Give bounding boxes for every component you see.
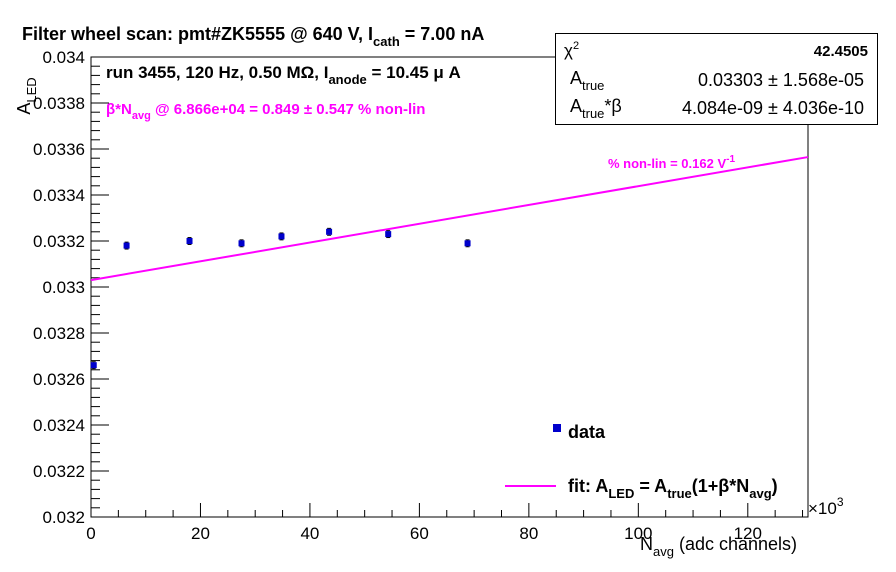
- data-marker: [123, 242, 130, 249]
- y-tick-label: 0.0334: [33, 186, 85, 205]
- data-marker: [238, 240, 245, 247]
- x-tick-label: 80: [519, 524, 538, 543]
- x-axis-exponent: ×103: [808, 495, 844, 518]
- plot-frame: [90, 56, 809, 518]
- x-tick-label: 100: [624, 524, 652, 543]
- stat-a-true-value: 0.03303 ± 1.568e-05: [698, 70, 864, 90]
- data-series: [90, 227, 471, 370]
- run-info: run 3455, 120 Hz, 0.50 MΩ, Ianode = 10.4…: [106, 63, 461, 87]
- chart-title: Filter wheel scan: pmt#ZK5555 @ 640 V, I…: [22, 24, 484, 49]
- data-point: [464, 239, 471, 248]
- y-tick-label: 0.0338: [33, 94, 85, 113]
- fit-curve: [90, 156, 809, 282]
- stat-a-true-beta-value: 4.084e-09 ± 4.036e-10: [682, 98, 864, 118]
- data-point: [90, 361, 97, 370]
- data-point: [278, 232, 285, 241]
- slope-label: % non-lin = 0.162 V-1: [608, 154, 735, 171]
- data-point: [186, 237, 193, 245]
- x-tick-label: 40: [300, 524, 319, 543]
- y-tick-label: 0.0326: [33, 370, 85, 389]
- data-point: [238, 239, 245, 248]
- y-tick-label: 0.032: [42, 508, 85, 527]
- y-tick-label: 0.0328: [33, 324, 85, 343]
- legend: data fit: ALED = Atrue(1+β*Navg): [505, 422, 778, 501]
- data-marker: [385, 231, 392, 238]
- x-tick-label: 60: [410, 524, 429, 543]
- data-point: [326, 227, 333, 236]
- y-axis-label: ALED: [14, 77, 39, 114]
- fit-stats-box: χ2 42.4505 Atrue 0.03303 ± 1.568e-05 Atr…: [555, 33, 878, 125]
- axes: 0.032 0.0322 0.0324 0.0326 0.0328 0.033 0.0332…: [33, 48, 809, 543]
- chi2-value: 42.4505: [814, 43, 868, 60]
- y-tick-label: 0.0336: [33, 140, 85, 159]
- nonlin-summary: β*Navg @ 6.866e+04 = 0.849 ± 0.547 % non…: [106, 101, 425, 122]
- data-point: [385, 230, 392, 239]
- data-marker: [186, 238, 193, 244]
- fit-line: [90, 156, 809, 282]
- y-tick-label: 0.033: [42, 278, 85, 297]
- data-marker: [90, 362, 97, 369]
- y-tick-label: 0.0324: [33, 416, 85, 435]
- x-tick-label: 120: [734, 524, 762, 543]
- x-tick-label: 20: [191, 524, 210, 543]
- chi2-label: χ2: [564, 40, 579, 60]
- y-tick-label: 0.0332: [33, 232, 85, 251]
- legend-data-label: data: [568, 422, 606, 442]
- x-axis-label: Navg (adc channels): [640, 534, 797, 559]
- data-point: [123, 241, 130, 250]
- legend-data-marker: [553, 424, 561, 432]
- data-marker: [464, 240, 471, 247]
- x-tick-label: 0: [86, 524, 95, 543]
- legend-fit-label: fit: ALED = Atrue(1+β*Navg): [568, 476, 778, 501]
- stat-a-true-label: Atrue: [570, 68, 604, 93]
- y-tick-label: 0.034: [42, 48, 85, 67]
- y-tick-label: 0.0322: [33, 462, 85, 481]
- stat-a-true-beta-label: Atrue*β: [570, 96, 622, 121]
- data-marker: [326, 228, 333, 235]
- data-marker: [278, 233, 285, 240]
